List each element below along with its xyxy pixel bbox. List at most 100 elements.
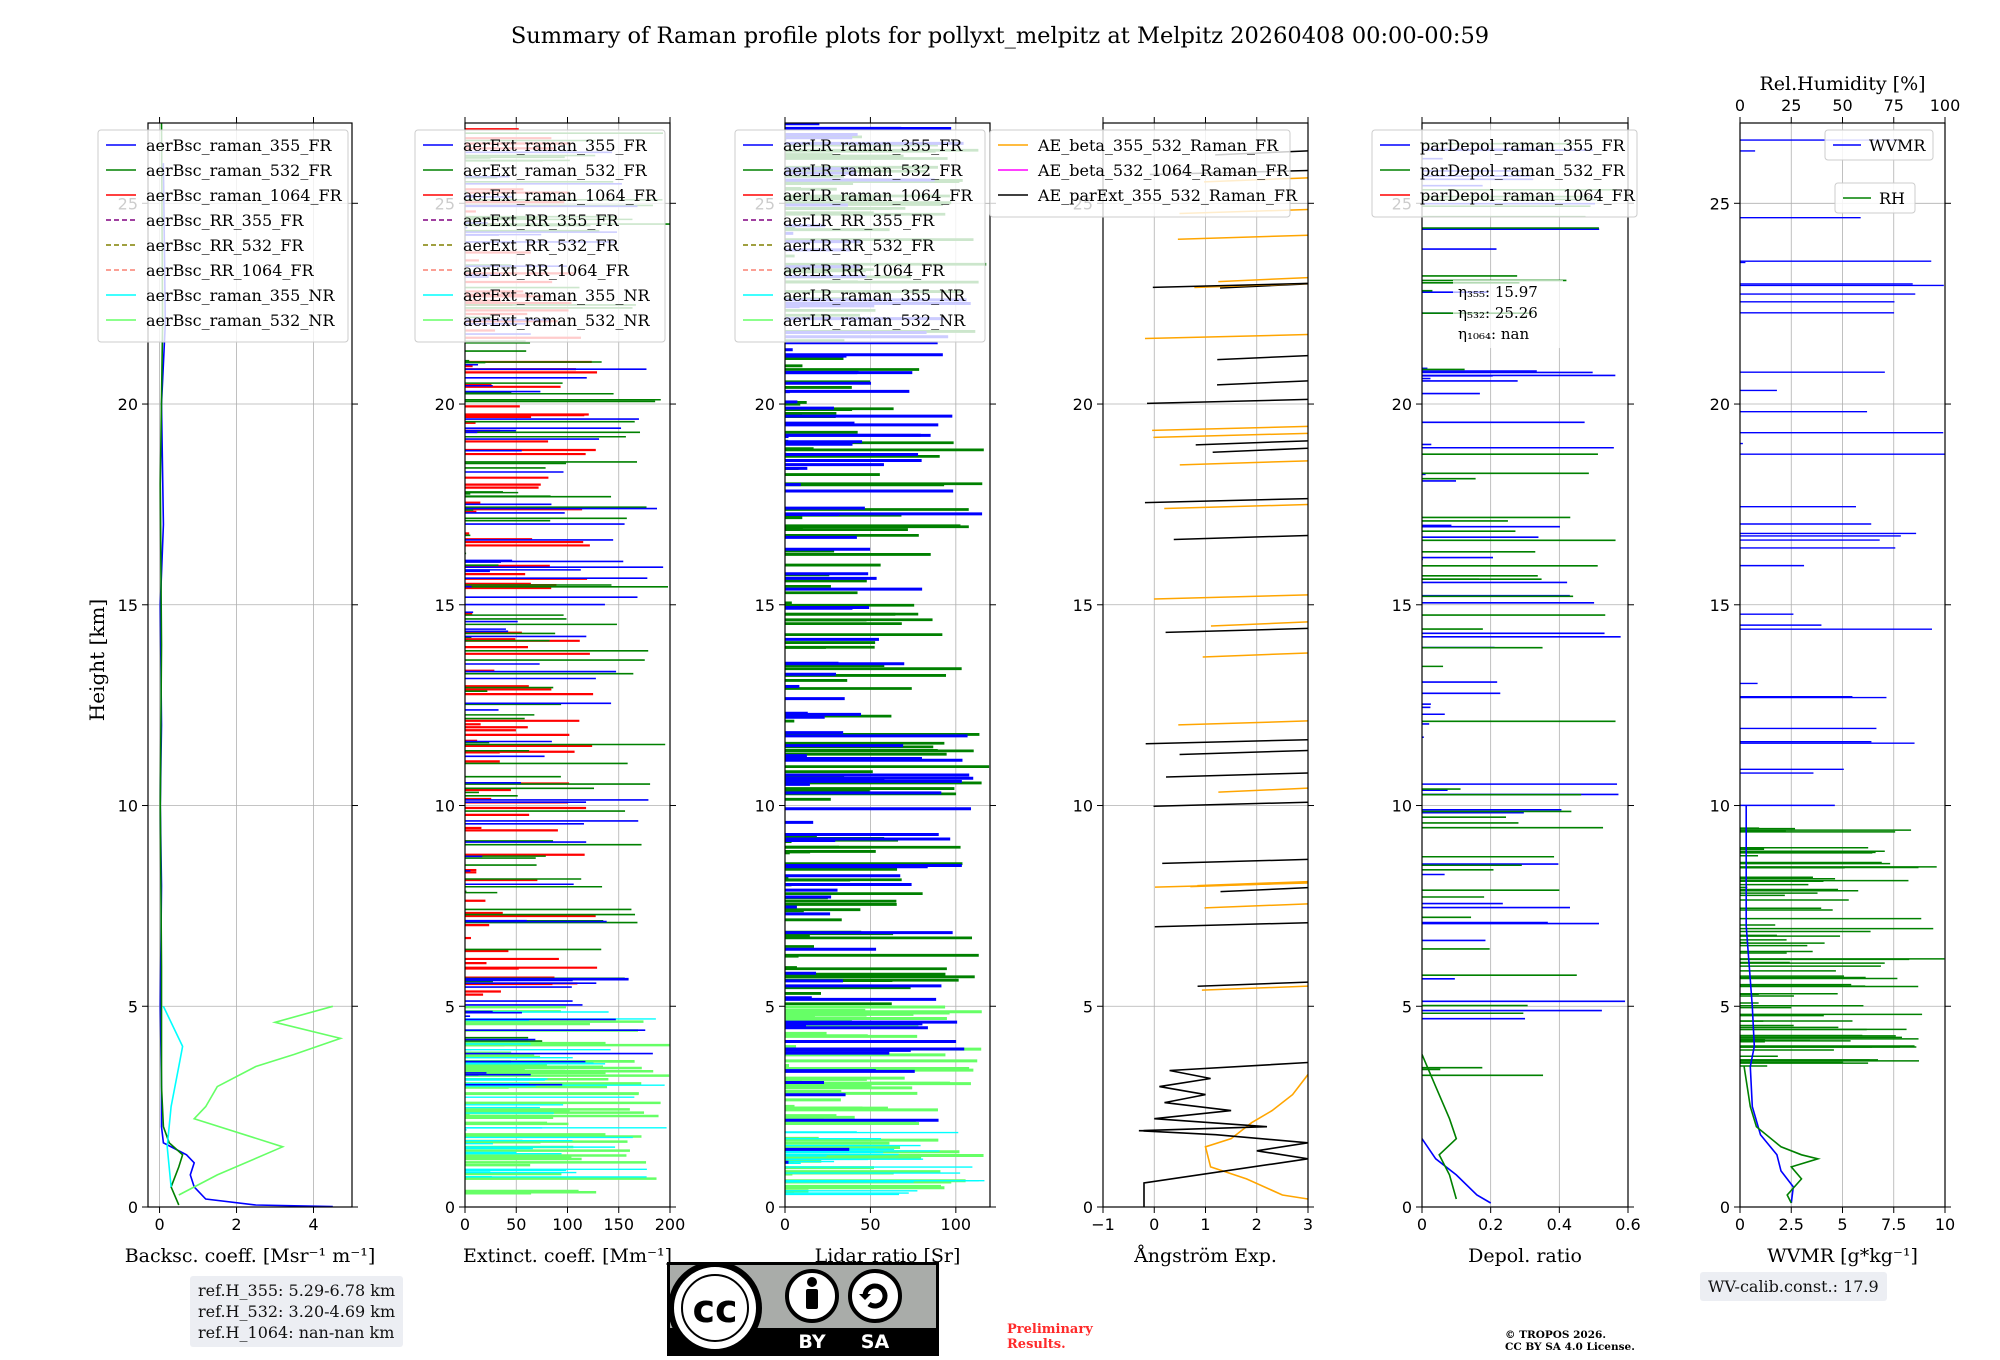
x-tick-label: 0.4 [1547, 1215, 1572, 1234]
y-tick-label: 15 [755, 596, 775, 615]
annotation-text: η₃₅₅: 15.97 [1458, 283, 1538, 301]
y-tick-label: 15 [1073, 596, 1093, 615]
y-tick-label: 10 [118, 797, 138, 816]
legend-label: aerBsc_raman_355_NR [146, 286, 335, 305]
ref-height-355: ref.H_355: 5.29-6.78 km [198, 1281, 396, 1300]
noise-segment [1217, 354, 1308, 361]
y-tick-label: 15 [118, 596, 138, 615]
x-tick-label: 2.5 [1779, 1215, 1804, 1234]
legend-label: aerExt_raman_1064_FR [463, 186, 658, 205]
series-line-aerBsc_raman_532_NR [178, 1005, 344, 1196]
legend-label: aerBsc_RR_1064_FR [146, 261, 315, 280]
noise-segment [1164, 503, 1308, 510]
noise-segment [1144, 497, 1308, 504]
x-tick-label: 0 [1417, 1215, 1427, 1234]
top-x-tick-label: 100 [1930, 96, 1961, 115]
noise-segment [1218, 276, 1308, 283]
y-tick-label: 5 [128, 997, 138, 1016]
x-axis-label: Extinct. coeff. [Mm⁻¹] [463, 1245, 672, 1267]
copyright-line-2: CC BY SA 4.0 License. [1505, 1341, 1635, 1353]
noise-segment [1153, 432, 1308, 439]
x-tick-label: 50 [506, 1215, 526, 1234]
y-tick-label: 10 [755, 797, 775, 816]
x-tick-label: −1 [1091, 1215, 1115, 1234]
preliminary-results-note: Preliminary Results. [1007, 1322, 1093, 1352]
legend-label: aerExt_RR_355_FR [463, 211, 620, 230]
y-tick-label: 5 [1083, 997, 1093, 1016]
series-line-parDepol_raman_532_FR [1422, 1054, 1458, 1200]
y-tick-label: 0 [128, 1198, 138, 1217]
wv-calibration-text: WV-calib.const.: 17.9 [1708, 1277, 1879, 1296]
x-tick-label: 10 [1935, 1215, 1955, 1234]
legend-box [97, 129, 349, 343]
noise-segment [1145, 738, 1308, 745]
x-tick-label: 0 [1149, 1215, 1159, 1234]
wv-calibration-box: WV-calib.const.: 17.9 [1700, 1272, 1887, 1301]
svg-text:cc: cc [692, 1287, 737, 1331]
x-axis-label: Backsc. coeff. [Msr⁻¹ m⁻¹] [125, 1245, 376, 1267]
x-tick-label: 5 [1837, 1215, 1847, 1234]
noise-segment [1202, 652, 1308, 658]
noise-segment [1220, 886, 1308, 893]
legend-label: aerExt_raman_532_NR [463, 311, 651, 330]
x-tick-label: 3 [1303, 1215, 1313, 1234]
legend-label: aerExt_RR_1064_FR [463, 261, 630, 280]
panel-extinction: 0501001502000510152025Extinct. coeff. [M… [414, 117, 685, 1267]
series-line-aerBsc_raman_355_NR [162, 1005, 184, 1187]
legend-label: WVMR [1869, 136, 1926, 155]
legend-label: aerExt_RR_532_FR [463, 236, 620, 255]
series-line-AE_beta_355_532_Raman_FR [1204, 1074, 1308, 1200]
y-tick-label: 0 [1720, 1198, 1730, 1217]
noise-segment [1218, 787, 1308, 793]
noise-segment [1179, 749, 1308, 756]
noise-segment [1173, 534, 1308, 541]
noise-segment [1166, 772, 1308, 778]
noise-segment [1177, 234, 1308, 241]
y-tick-label: 20 [1392, 395, 1412, 414]
preliminary-line-2: Results. [1007, 1337, 1066, 1352]
noise-segment [1190, 881, 1308, 888]
y-tick-label: 20 [118, 395, 138, 414]
x-tick-label: 100 [552, 1215, 583, 1234]
legend-label: aerLR_raman_1064_FR [783, 186, 973, 205]
noise-segment [1210, 621, 1308, 627]
reference-heights-box: ref.H_355: 5.29-6.78 km ref.H_532: 3.20-… [190, 1276, 404, 1347]
x-tick-label: 50 [860, 1215, 880, 1234]
panel-lidar_ratio: 0501000510152025Lidar ratio [Sr]aerLR_ra… [734, 117, 996, 1267]
legend-label: aerBsc_raman_532_NR [146, 311, 335, 330]
y-tick-label: 5 [445, 997, 455, 1016]
panel-angstrom: −101230510152025Ångström Exp.AE_beta_355… [989, 117, 1314, 1267]
legend-label: aerBsc_raman_355_FR [146, 136, 332, 155]
legend-label: aerLR_raman_532_FR [783, 161, 963, 180]
x-tick-label: 0 [154, 1215, 164, 1234]
annotation-box [1453, 280, 1563, 348]
noise-segment [1204, 903, 1308, 909]
noise-segment [1197, 981, 1308, 987]
legend-label: aerLR_RR_355_FR [783, 211, 935, 230]
y-tick-label: 5 [1720, 997, 1730, 1016]
legend-label: aerBsc_raman_1064_FR [146, 186, 343, 205]
noise-segment [1201, 985, 1308, 991]
legend-label: parDepol_raman_532_FR [1420, 161, 1626, 180]
copyright-line-1: © TROPOS 2026. [1505, 1329, 1607, 1341]
legend-label: aerExt_raman_532_FR [463, 161, 648, 180]
x-tick-label: 100 [941, 1215, 972, 1234]
top-x-tick-label: 75 [1884, 96, 1904, 115]
legend-label: aerLR_RR_1064_FR [783, 261, 945, 280]
y-tick-label: 15 [1392, 596, 1412, 615]
series-line-aerBsc_raman_532_FR [159, 123, 184, 1206]
sa-icon [848, 1269, 902, 1323]
legend-label: AE_beta_355_532_Raman_FR [1037, 136, 1279, 155]
noise-segment [1217, 380, 1308, 386]
noise-segment [1178, 720, 1308, 726]
license-by-label: BY [798, 1331, 825, 1353]
y-tick-label: 20 [1073, 395, 1093, 414]
noise-segment [1179, 460, 1308, 466]
y-tick-label: 10 [1073, 797, 1093, 816]
y-tick-label: 20 [435, 395, 455, 414]
legend-box [414, 129, 666, 343]
y-tick-label: 10 [435, 797, 455, 816]
x-tick-label: 150 [603, 1215, 634, 1234]
y-tick-label: 5 [1402, 997, 1412, 1016]
